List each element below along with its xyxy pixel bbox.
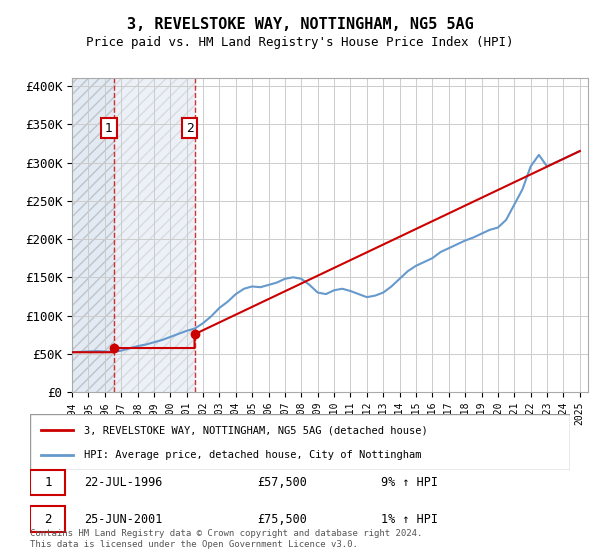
Text: 2: 2 [185, 122, 194, 134]
Bar [114, 78, 194, 392]
Text: HPI: Average price, detached house, City of Nottingham: HPI: Average price, detached house, City… [84, 450, 421, 460]
Text: 3, REVELSTOKE WAY, NOTTINGHAM, NG5 5AG: 3, REVELSTOKE WAY, NOTTINGHAM, NG5 5AG [127, 17, 473, 32]
Text: 1% ↑ HPI: 1% ↑ HPI [381, 512, 438, 525]
Text: 2: 2 [44, 512, 52, 525]
Text: Contains HM Land Registry data © Crown copyright and database right 2024.
This d: Contains HM Land Registry data © Crown c… [30, 529, 422, 549]
Text: Price paid vs. HM Land Registry's House Price Index (HPI): Price paid vs. HM Land Registry's House … [86, 36, 514, 49]
FancyBboxPatch shape [30, 414, 570, 470]
Text: £75,500: £75,500 [257, 512, 307, 525]
Text: 9% ↑ HPI: 9% ↑ HPI [381, 476, 438, 489]
Text: £57,500: £57,500 [257, 476, 307, 489]
Text: 22-JUL-1996: 22-JUL-1996 [84, 476, 163, 489]
Text: 25-JUN-2001: 25-JUN-2001 [84, 512, 163, 525]
Text: 1: 1 [44, 476, 52, 489]
FancyBboxPatch shape [30, 470, 65, 496]
Bar [114, 78, 194, 392]
Bar [72, 78, 114, 392]
FancyBboxPatch shape [30, 506, 65, 532]
Text: 3, REVELSTOKE WAY, NOTTINGHAM, NG5 5AG (detached house): 3, REVELSTOKE WAY, NOTTINGHAM, NG5 5AG (… [84, 425, 428, 435]
Bar [72, 78, 114, 392]
Text: 1: 1 [105, 122, 113, 134]
